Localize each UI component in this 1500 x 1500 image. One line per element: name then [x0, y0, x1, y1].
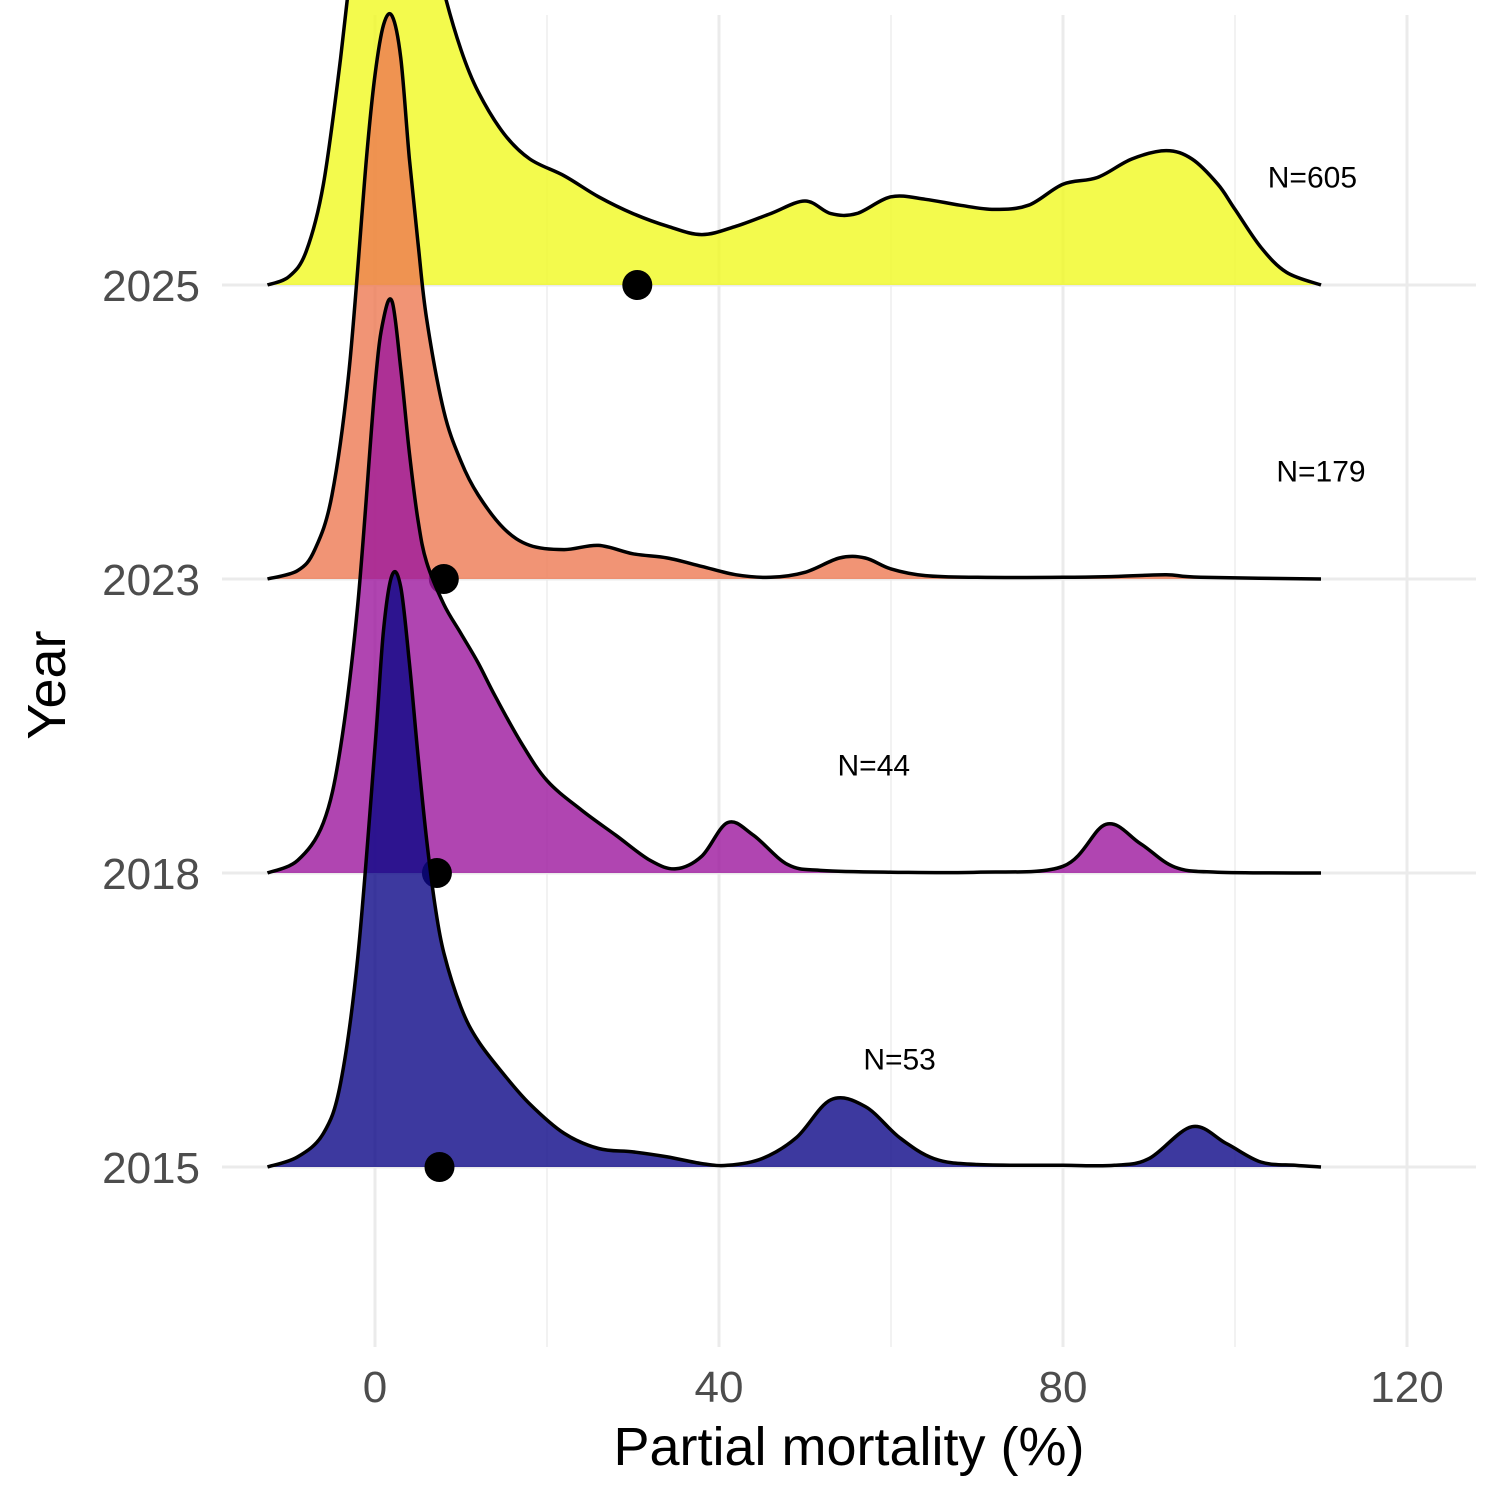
n-label-2023: N=179 [1276, 456, 1365, 489]
ridge-outline-2025 [266, 0, 1322, 287]
ridge-outline-2018 [266, 297, 1322, 875]
x-tick-label: 0 [363, 1363, 387, 1412]
ridge-outline-2015 [266, 569, 1322, 1169]
x-axis-title: Partial mortality (%) [613, 1417, 1084, 1477]
mean-point-2025 [622, 270, 653, 300]
y-tick-label: 2015 [102, 1144, 200, 1193]
ridge-fill-2025 [267, 0, 1321, 285]
ridges [266, 0, 1322, 1182]
ridge-fill-2015 [267, 571, 1321, 1167]
y-tick-label: 2018 [102, 850, 200, 899]
mean-point-2015 [424, 1152, 455, 1182]
x-tick-label: 80 [1039, 1363, 1088, 1412]
x-tick-label: 40 [695, 1363, 744, 1412]
x-tick-label: 120 [1370, 1363, 1443, 1412]
y-tick-label: 2025 [102, 262, 200, 311]
ridge-outline-2023 [267, 12, 1322, 581]
y-tick-label: 2023 [102, 556, 200, 605]
n-label-2018: N=44 [838, 750, 911, 783]
y-axis-title: Year [17, 630, 77, 739]
n-label-2025: N=605 [1268, 162, 1357, 195]
labels: N=605 2025 N=179 2023 N=44 2018 N=53 2015 0 40 80 1… [102, 162, 1444, 1412]
n-label-2015: N=53 [863, 1044, 936, 1077]
